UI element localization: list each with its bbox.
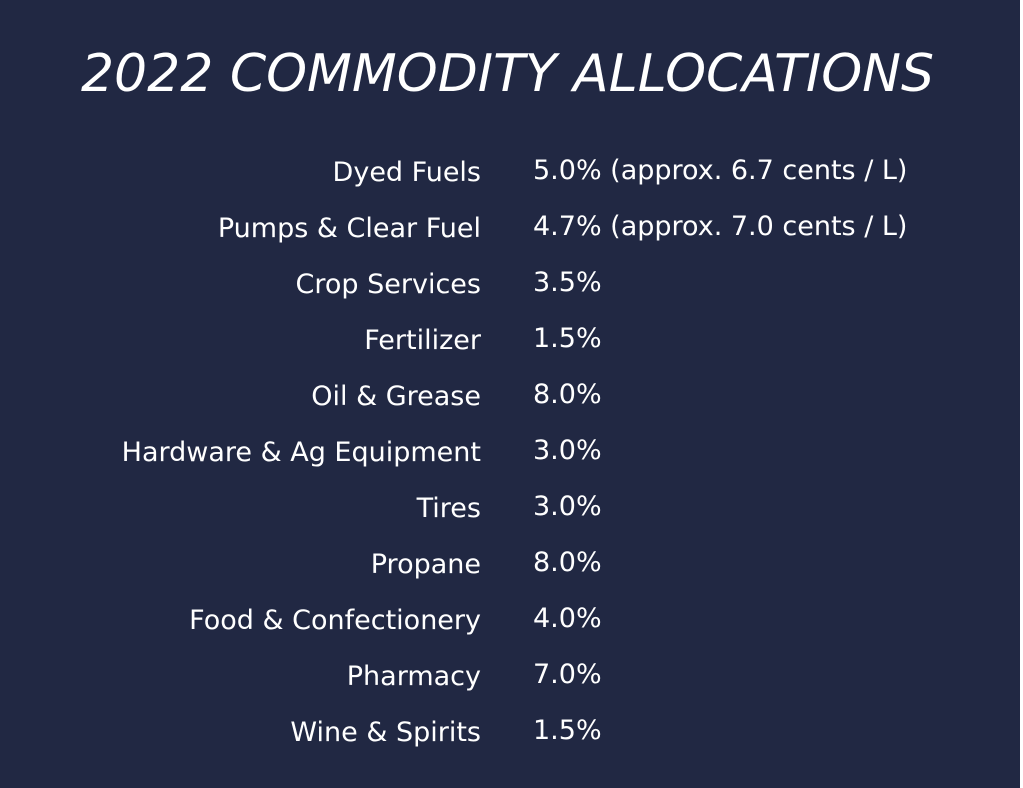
- category-label: Oil & Grease: [311, 381, 481, 412]
- allocation-row-pumps-clear-fuel: Pumps & Clear Fuel 4.7% (approx. 7.0 cen…: [0, 201, 1015, 257]
- category-label: Food & Confectionery: [189, 605, 481, 636]
- allocation-value: 3.5%: [533, 267, 602, 298]
- right-edge-border: [1020, 0, 1023, 788]
- allocation-value: 8.0%: [533, 547, 602, 578]
- allocation-value: 4.7% (approx. 7.0 cents / L): [533, 211, 908, 242]
- allocation-row-fertilizer: Fertilizer 1.5%: [0, 313, 1015, 369]
- category-label: Hardware & Ag Equipment: [121, 437, 481, 468]
- category-label: Crop Services: [295, 269, 481, 300]
- allocation-row-oil-grease: Oil & Grease 8.0%: [0, 369, 1015, 425]
- category-label: Pharmacy: [346, 661, 481, 692]
- allocation-value: 5.0% (approx. 6.7 cents / L): [533, 155, 908, 186]
- allocation-value: 8.0%: [533, 379, 602, 410]
- category-label: Dyed Fuels: [332, 157, 481, 188]
- allocation-row-pharmacy: Pharmacy 7.0%: [0, 649, 1015, 705]
- allocation-row-dyed-fuels: Dyed Fuels 5.0% (approx. 6.7 cents / L): [0, 145, 1015, 201]
- allocation-value: 3.0%: [533, 435, 602, 466]
- allocation-list: Dyed Fuels 5.0% (approx. 6.7 cents / L) …: [0, 145, 1015, 761]
- category-label: Pumps & Clear Fuel: [217, 213, 481, 244]
- category-label: Propane: [370, 549, 481, 580]
- allocation-row-tires: Tires 3.0%: [0, 481, 1015, 537]
- page-title: 2022 COMMODITY ALLOCATIONS: [80, 44, 935, 104]
- category-label: Fertilizer: [364, 325, 481, 356]
- category-label: Wine & Spirits: [290, 717, 481, 748]
- allocation-row-crop-services: Crop Services 3.5%: [0, 257, 1015, 313]
- allocation-value: 1.5%: [533, 715, 602, 746]
- allocation-value: 4.0%: [533, 603, 602, 634]
- allocation-row-hardware-ag-equipment: Hardware & Ag Equipment 3.0%: [0, 425, 1015, 481]
- allocation-value: 1.5%: [533, 323, 602, 354]
- allocation-row-food-confectionery: Food & Confectionery 4.0%: [0, 593, 1015, 649]
- allocation-value: 3.0%: [533, 491, 602, 522]
- category-label: Tires: [416, 493, 481, 524]
- allocation-row-propane: Propane 8.0%: [0, 537, 1015, 593]
- allocation-row-wine-spirits: Wine & Spirits 1.5%: [0, 705, 1015, 761]
- allocation-value: 7.0%: [533, 659, 602, 690]
